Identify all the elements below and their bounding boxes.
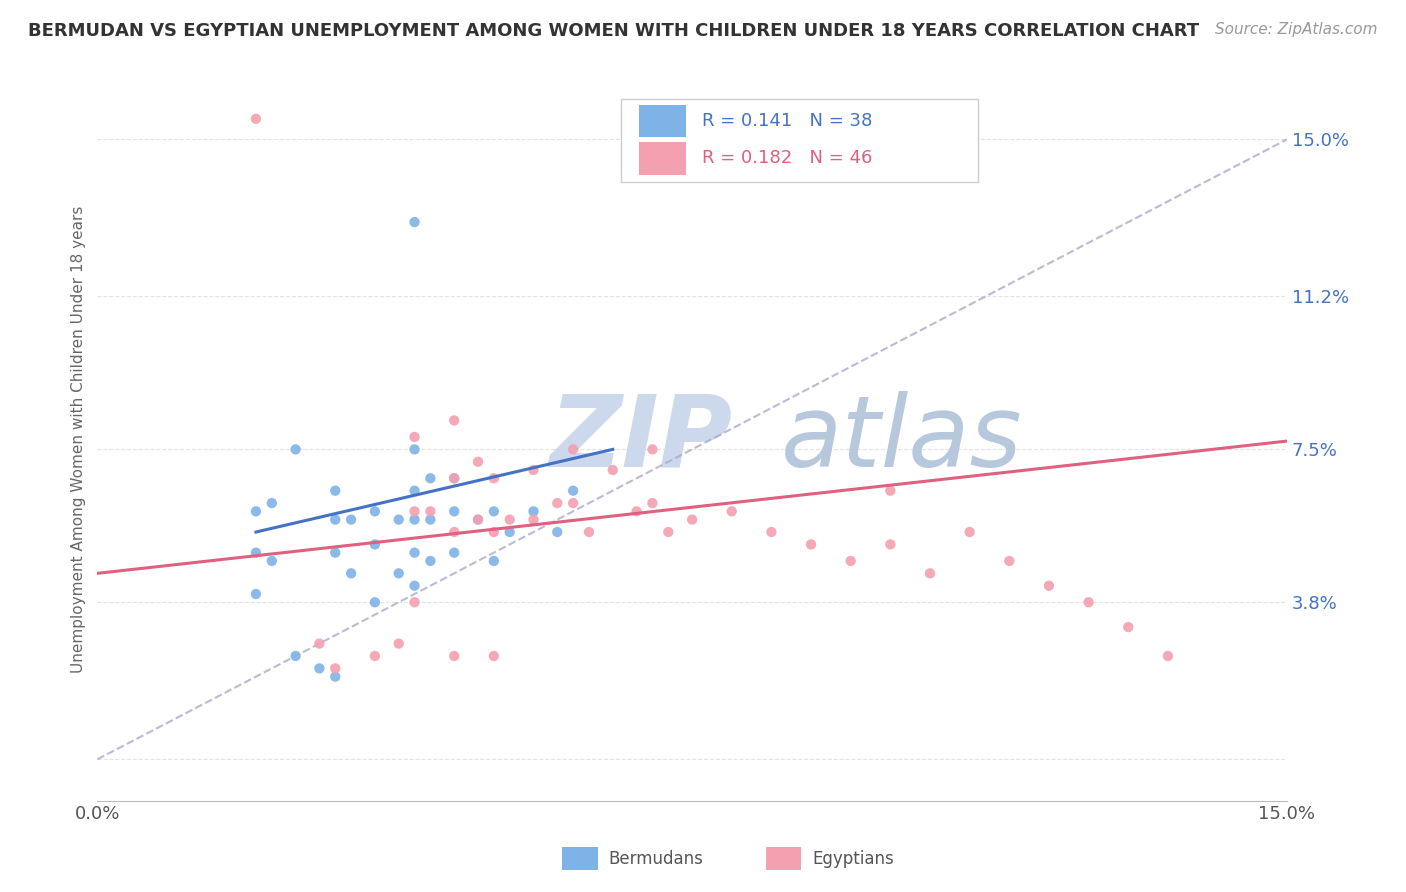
Point xyxy=(1038,579,1060,593)
Point xyxy=(388,513,411,527)
Text: Bermudans: Bermudans xyxy=(609,849,703,868)
Point xyxy=(522,504,544,518)
Point xyxy=(522,513,544,527)
Point xyxy=(419,513,441,527)
Point xyxy=(260,554,283,568)
Point xyxy=(323,546,346,560)
Point xyxy=(482,504,505,518)
Point xyxy=(388,637,411,651)
Point xyxy=(482,648,505,663)
Point xyxy=(482,554,505,568)
Point xyxy=(404,442,426,457)
Point xyxy=(323,483,346,498)
Point xyxy=(761,524,783,539)
Text: atlas: atlas xyxy=(782,391,1024,488)
Point xyxy=(626,504,648,518)
Point xyxy=(323,661,346,675)
Point xyxy=(1077,595,1099,609)
FancyBboxPatch shape xyxy=(620,99,977,182)
Point xyxy=(364,504,387,518)
Point xyxy=(467,513,489,527)
Text: Source: ZipAtlas.com: Source: ZipAtlas.com xyxy=(1215,22,1378,37)
Point xyxy=(467,455,489,469)
Point xyxy=(879,483,901,498)
Point xyxy=(720,504,742,518)
Point xyxy=(998,554,1021,568)
Point xyxy=(499,524,522,539)
Text: R = 0.182   N = 46: R = 0.182 N = 46 xyxy=(702,150,872,168)
Point xyxy=(308,661,330,675)
Point xyxy=(562,483,585,498)
Point xyxy=(641,442,664,457)
Point xyxy=(578,524,600,539)
Bar xyxy=(638,142,686,175)
Point xyxy=(443,413,465,427)
Point xyxy=(482,524,505,539)
Bar xyxy=(638,104,686,137)
Point xyxy=(404,579,426,593)
Point xyxy=(499,513,522,527)
Point xyxy=(522,463,544,477)
Point xyxy=(1157,648,1180,663)
Point xyxy=(404,430,426,444)
Point xyxy=(284,648,307,663)
Point xyxy=(284,442,307,457)
Point xyxy=(443,504,465,518)
Point xyxy=(245,112,267,126)
Point xyxy=(340,513,363,527)
Point xyxy=(364,648,387,663)
Point xyxy=(404,215,426,229)
Point xyxy=(323,670,346,684)
Point xyxy=(443,524,465,539)
Point xyxy=(1116,620,1139,634)
Point xyxy=(641,496,664,510)
Point xyxy=(308,637,330,651)
Point xyxy=(681,513,703,527)
Point xyxy=(482,471,505,485)
Point xyxy=(562,442,585,457)
Text: Egyptians: Egyptians xyxy=(813,849,894,868)
Point xyxy=(404,513,426,527)
Point xyxy=(323,50,346,64)
Point xyxy=(340,566,363,581)
Point xyxy=(364,537,387,551)
Point xyxy=(404,504,426,518)
Point xyxy=(800,537,823,551)
Point xyxy=(839,554,862,568)
Point xyxy=(562,496,585,510)
Point xyxy=(602,463,624,477)
Point xyxy=(419,471,441,485)
Point xyxy=(323,513,346,527)
Point xyxy=(443,546,465,560)
Point xyxy=(419,554,441,568)
Point xyxy=(546,496,568,510)
Point xyxy=(879,537,901,551)
Text: R = 0.141   N = 38: R = 0.141 N = 38 xyxy=(702,112,872,130)
Point xyxy=(918,566,941,581)
Point xyxy=(657,524,679,539)
Point xyxy=(546,524,568,539)
Point xyxy=(364,595,387,609)
Point xyxy=(419,504,441,518)
Text: BERMUDAN VS EGYPTIAN UNEMPLOYMENT AMONG WOMEN WITH CHILDREN UNDER 18 YEARS CORRE: BERMUDAN VS EGYPTIAN UNEMPLOYMENT AMONG … xyxy=(28,22,1199,40)
Y-axis label: Unemployment Among Women with Children Under 18 years: Unemployment Among Women with Children U… xyxy=(72,205,86,673)
Point xyxy=(245,504,267,518)
Point xyxy=(260,496,283,510)
Point xyxy=(245,587,267,601)
Point xyxy=(245,546,267,560)
Point xyxy=(443,471,465,485)
Point xyxy=(467,513,489,527)
Point xyxy=(443,648,465,663)
Point xyxy=(443,471,465,485)
Point xyxy=(404,546,426,560)
Point xyxy=(404,483,426,498)
Point xyxy=(388,566,411,581)
Point xyxy=(404,595,426,609)
Point xyxy=(959,524,981,539)
Text: ZIP: ZIP xyxy=(550,391,733,488)
